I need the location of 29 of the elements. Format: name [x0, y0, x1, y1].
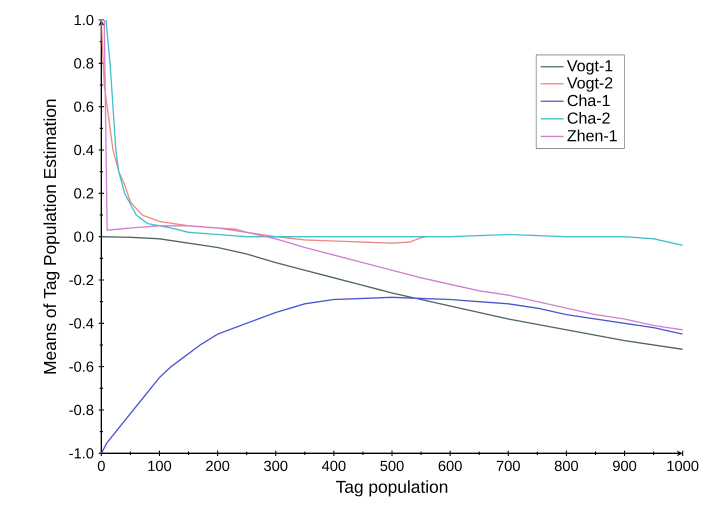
x-tick-label: 1000 [667, 460, 698, 472]
y-tick-label: -1.0 [69, 448, 94, 459]
legend-label: Cha-2 [568, 112, 610, 124]
x-axis-title: Tag population [336, 480, 448, 496]
x-tick-label: 800 [554, 460, 578, 472]
x-tick-label: 600 [438, 460, 462, 472]
x-tick-label: 100 [148, 460, 172, 472]
y-axis-title: Means of Tag Population Estimation [43, 100, 60, 374]
y-tick-label: 0.4 [74, 144, 94, 156]
y-tick-label: -0.4 [69, 318, 94, 329]
y-tick-label: 0.2 [74, 188, 94, 199]
y-tick-label: 1.0 [74, 14, 94, 26]
legend-label: Vogt-1 [566, 60, 612, 75]
y-tick-label: -0.6 [69, 361, 94, 372]
x-tick-label: 300 [264, 460, 288, 472]
legend-label: Zhen-1 [567, 130, 617, 142]
y-tick-label: -0.2 [69, 274, 94, 286]
y-tick-label: 0.8 [74, 58, 94, 69]
legend-label: Cha-1 [568, 94, 610, 106]
y-tick-label: 0.0 [74, 231, 94, 242]
y-tick-label: 0.6 [74, 101, 94, 112]
x-tick-label: 200 [206, 460, 230, 472]
x-tick-label: 700 [496, 460, 520, 472]
x-tick-label: 400 [322, 460, 346, 472]
x-tick-label: 900 [612, 460, 636, 472]
x-tick-label: 500 [380, 460, 404, 472]
y-tick-label: -0.8 [69, 404, 94, 416]
legend-label: Vogt-2 [566, 77, 612, 92]
x-tick-label: 0 [98, 460, 105, 472]
